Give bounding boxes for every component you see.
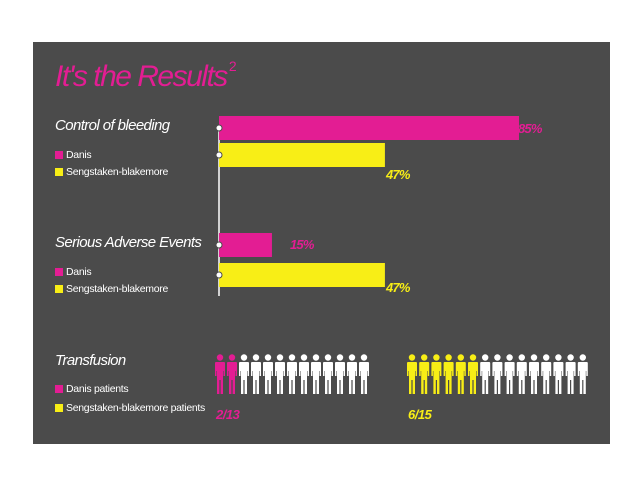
section-title-control-of-bleeding: Control of bleeding bbox=[55, 117, 170, 134]
person-icon bbox=[419, 354, 430, 394]
bar-chart-area bbox=[215, 116, 520, 296]
pictogram-sengstaken bbox=[407, 354, 588, 394]
legend-swatch-danis bbox=[55, 268, 63, 276]
legend-swatch-danis bbox=[55, 385, 63, 393]
person-icon bbox=[577, 354, 588, 394]
legend-item-sengstaken: Sengstaken-blakemore bbox=[55, 283, 168, 295]
person-icon bbox=[455, 354, 466, 394]
person-icon bbox=[323, 354, 333, 394]
section-title-serious-adverse-events: Serious Adverse Events bbox=[55, 234, 202, 251]
bar-control-sengstaken bbox=[219, 143, 385, 167]
bar-adverse-sengstaken bbox=[219, 263, 385, 287]
person-icon bbox=[541, 354, 552, 394]
legend-item-danis: Danis bbox=[55, 266, 92, 278]
fraction-label-sengstaken: 6/15 bbox=[408, 407, 432, 422]
person-icon bbox=[311, 354, 321, 394]
bar-adverse-danis bbox=[219, 233, 272, 257]
bar-anchor-dot bbox=[215, 271, 223, 279]
section-title-transfusion: Transfusion bbox=[55, 352, 126, 369]
bar-value-label-control-sengstaken: 47% bbox=[386, 167, 410, 182]
person-icon bbox=[480, 354, 491, 394]
legend-item-danis: Danis bbox=[55, 149, 92, 161]
title-superscript: 2 bbox=[228, 58, 237, 74]
legend-swatch-sengstaken bbox=[55, 285, 63, 293]
person-icon bbox=[468, 354, 478, 394]
slide: It's the Results 2 Control of bleeding Da… bbox=[33, 42, 610, 444]
person-icon bbox=[516, 354, 527, 394]
legend-swatch-danis bbox=[55, 151, 63, 159]
legend-label: Danis bbox=[66, 149, 92, 161]
fraction-label-danis: 2/13 bbox=[216, 407, 240, 422]
person-icon bbox=[443, 354, 454, 394]
person-icon bbox=[407, 354, 417, 394]
person-icon bbox=[553, 354, 564, 394]
bar-anchor-dot bbox=[215, 151, 223, 159]
legend-swatch-sengstaken bbox=[55, 404, 63, 412]
legend-item-danis-patients: Danis patients bbox=[55, 383, 129, 395]
bar-anchor-dot bbox=[215, 241, 223, 249]
person-icon bbox=[431, 354, 442, 394]
bar-value-label-adverse-sengstaken: 47% bbox=[386, 280, 410, 295]
legend-item-sengstaken-patients: Sengstaken-blakemore patients bbox=[55, 402, 205, 414]
bar-anchor-dot bbox=[215, 124, 223, 132]
person-icon bbox=[492, 354, 503, 394]
person-icon bbox=[275, 354, 285, 394]
person-icon bbox=[287, 354, 297, 394]
person-icon bbox=[239, 354, 249, 394]
bar-value-label-adverse-danis: 15% bbox=[290, 237, 314, 252]
person-icon bbox=[215, 354, 225, 394]
person-icon bbox=[504, 354, 515, 394]
bar-control-danis bbox=[219, 116, 520, 140]
legend-label: Sengstaken-blakemore patients bbox=[66, 402, 205, 414]
legend-label: Danis patients bbox=[66, 383, 129, 395]
legend-swatch-sengstaken bbox=[55, 168, 63, 176]
slide-title: It's the Results 2 bbox=[55, 58, 237, 94]
legend-item-sengstaken: Sengstaken-blakemore bbox=[55, 166, 168, 178]
person-icon bbox=[263, 354, 273, 394]
bar-value-label-control-danis: 85% bbox=[518, 121, 542, 136]
person-icon bbox=[335, 354, 345, 394]
person-icon bbox=[227, 354, 237, 394]
legend-label: Sengstaken-blakemore bbox=[66, 166, 168, 178]
title-text: It's the Results bbox=[55, 60, 228, 93]
person-icon bbox=[529, 354, 539, 394]
person-icon bbox=[565, 354, 576, 394]
person-icon bbox=[359, 354, 369, 394]
person-icon bbox=[299, 354, 309, 394]
pictogram-danis bbox=[215, 354, 369, 394]
person-icon bbox=[347, 354, 357, 394]
person-icon bbox=[251, 354, 261, 394]
legend-label: Danis bbox=[66, 266, 92, 278]
legend-label: Sengstaken-blakemore bbox=[66, 283, 168, 295]
